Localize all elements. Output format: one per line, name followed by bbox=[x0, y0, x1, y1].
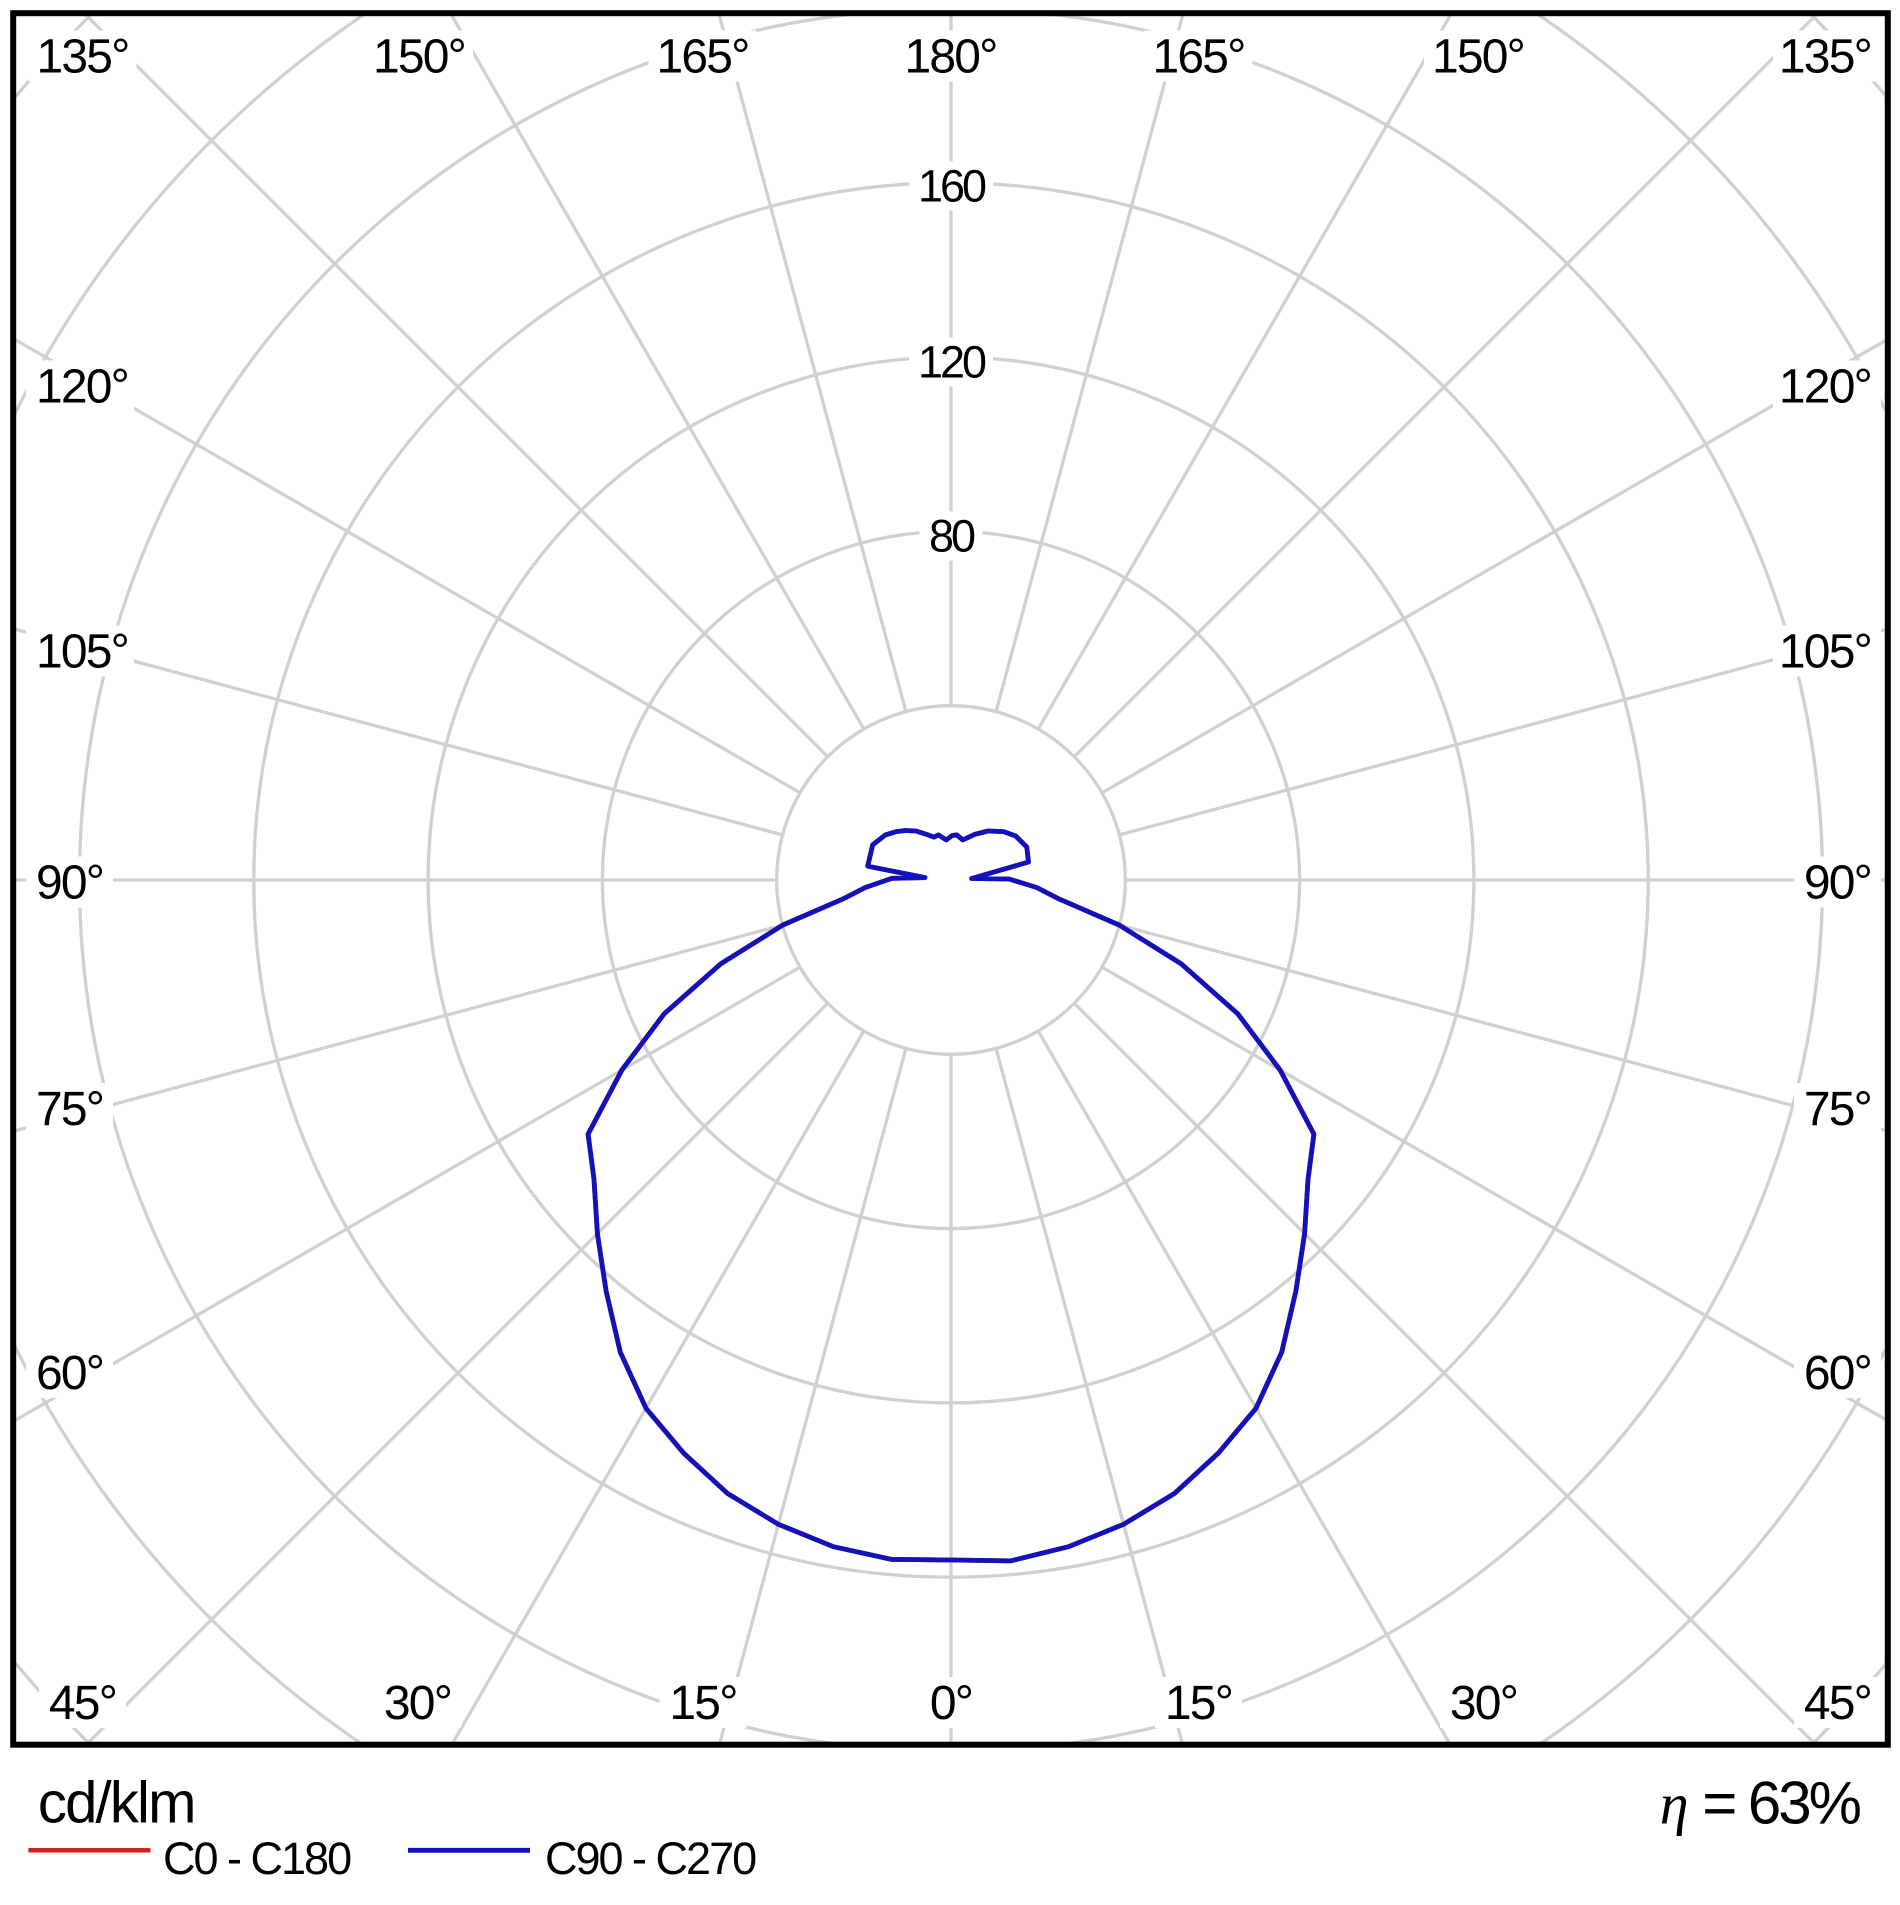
svg-text:105°: 105° bbox=[1779, 626, 1871, 679]
svg-text:135°: 135° bbox=[36, 31, 128, 84]
svg-text:C0 - C180: C0 - C180 bbox=[163, 1833, 351, 1884]
svg-text:15°: 15° bbox=[1165, 1677, 1232, 1730]
svg-text:120°: 120° bbox=[1779, 361, 1871, 414]
svg-text:150°: 150° bbox=[373, 31, 465, 84]
svg-text:90°: 90° bbox=[1804, 857, 1871, 910]
svg-text:η = 63%: η = 63% bbox=[1660, 1769, 1861, 1836]
svg-text:60°: 60° bbox=[36, 1347, 103, 1400]
svg-text:120°: 120° bbox=[36, 361, 128, 414]
svg-text:165°: 165° bbox=[1152, 31, 1244, 84]
svg-text:75°: 75° bbox=[36, 1083, 103, 1136]
svg-text:105°: 105° bbox=[36, 626, 128, 679]
svg-text:165°: 165° bbox=[656, 31, 748, 84]
svg-text:15°: 15° bbox=[669, 1677, 736, 1730]
svg-text:60°: 60° bbox=[1804, 1347, 1871, 1400]
svg-text:C90 - C270: C90 - C270 bbox=[545, 1833, 756, 1884]
svg-text:180°: 180° bbox=[904, 31, 996, 84]
svg-text:30°: 30° bbox=[384, 1677, 451, 1730]
svg-text:120: 120 bbox=[918, 337, 986, 388]
svg-text:0°: 0° bbox=[930, 1677, 972, 1730]
svg-text:cd/klm: cd/klm bbox=[38, 1771, 195, 1836]
svg-text:135°: 135° bbox=[1779, 31, 1871, 84]
svg-text:90°: 90° bbox=[36, 857, 103, 910]
svg-text:45°: 45° bbox=[49, 1677, 116, 1730]
svg-text:75°: 75° bbox=[1804, 1083, 1871, 1136]
svg-text:30°: 30° bbox=[1450, 1677, 1517, 1730]
svg-text:160: 160 bbox=[918, 160, 986, 211]
svg-text:150°: 150° bbox=[1432, 31, 1524, 84]
svg-text:80: 80 bbox=[929, 511, 975, 562]
svg-text:45°: 45° bbox=[1804, 1677, 1871, 1730]
